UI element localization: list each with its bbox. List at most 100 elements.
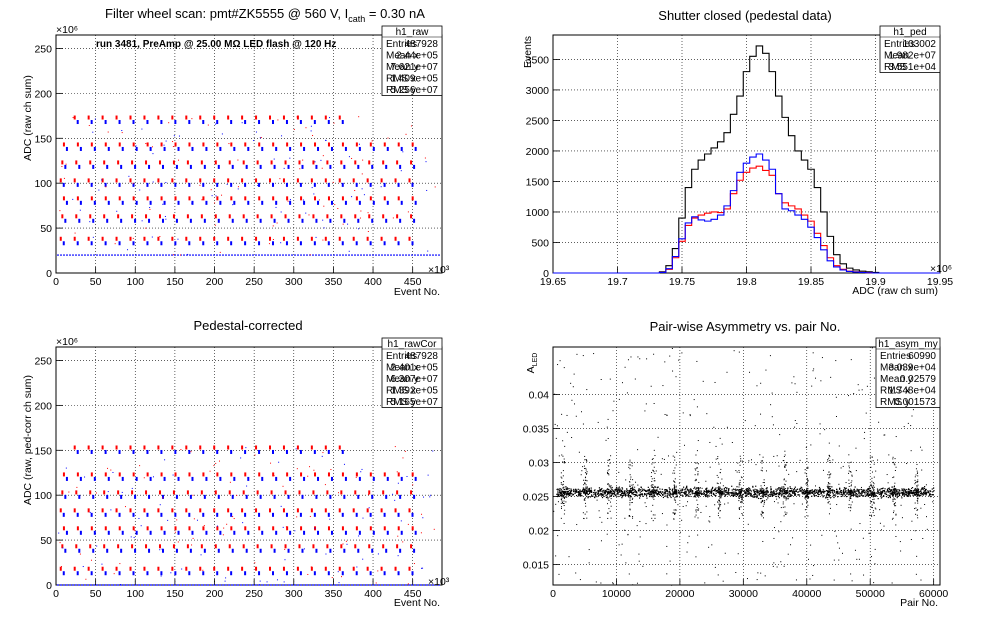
point-blue: [285, 512, 288, 517]
scatter-dot: [361, 188, 363, 190]
band-dot: [906, 492, 908, 494]
outlier-dot: [861, 389, 863, 391]
point-blue: [79, 530, 82, 535]
band-dot: [723, 489, 725, 492]
band-dot: [901, 492, 904, 494]
outlier-dot: [873, 377, 875, 379]
scatter-dot: [358, 143, 360, 145]
band-dot: [759, 492, 761, 495]
scatter-dot: [355, 476, 357, 478]
point-blue: [386, 530, 389, 535]
point-blue: [135, 146, 138, 151]
point-blue: [343, 494, 346, 499]
point-red: [75, 490, 78, 495]
point-red: [73, 115, 76, 120]
band-dot: [782, 490, 784, 493]
scatter-dot: [425, 161, 427, 163]
point-blue: [371, 494, 374, 499]
point-red: [199, 566, 202, 571]
band-dot: [690, 491, 692, 493]
spike-dot: [761, 496, 763, 498]
spike-dot: [585, 479, 587, 481]
spike-dot: [650, 496, 652, 498]
outlier-dot: [901, 517, 903, 519]
band-dot: [586, 486, 588, 488]
band-dot: [591, 495, 593, 497]
outlier-dot: [557, 535, 559, 537]
scatter-dot: [233, 518, 235, 520]
spike-dot: [696, 467, 698, 469]
band-dot: [919, 494, 921, 497]
band-dot: [714, 488, 716, 490]
outlier-dot: [652, 470, 654, 472]
spike-dot: [826, 490, 828, 492]
band-dot: [753, 490, 755, 492]
spike-dot: [585, 494, 587, 496]
band-dot: [869, 497, 871, 499]
spike-dot: [563, 497, 565, 499]
scatter-dot: [176, 519, 178, 521]
band-dot: [731, 489, 733, 491]
point-red: [160, 472, 163, 477]
point-blue: [104, 512, 107, 517]
point-red: [115, 566, 118, 571]
point-red: [188, 142, 191, 147]
band-dot: [921, 493, 923, 495]
band-dot: [880, 491, 882, 493]
band-dot: [624, 494, 626, 496]
spike-dot: [785, 497, 787, 499]
spike-dot: [827, 486, 829, 488]
band-dot: [573, 489, 575, 491]
point-blue: [230, 120, 233, 125]
band-dot: [797, 494, 799, 496]
band-dot: [733, 488, 735, 491]
spike-dot: [607, 492, 609, 494]
x-axis-exponent: ×10⁶: [930, 263, 952, 275]
band-dot: [896, 491, 898, 493]
point-red: [324, 508, 327, 513]
outlier-dot: [770, 404, 772, 406]
point-blue: [341, 512, 344, 517]
band-dot: [773, 492, 775, 494]
band-dot: [861, 494, 863, 496]
band-dot: [783, 489, 785, 491]
spike-dot: [783, 496, 785, 498]
band-dot: [736, 486, 738, 488]
band-dot: [756, 489, 758, 491]
spike-dot: [629, 515, 631, 517]
point-blue: [90, 571, 93, 576]
scatter-dot: [74, 232, 76, 234]
stats-key: Entries: [884, 39, 915, 50]
band-dot: [918, 491, 920, 493]
spike-dot: [629, 464, 631, 466]
band-dot: [770, 491, 772, 493]
outlier-dot: [618, 398, 620, 400]
spike-dot: [783, 489, 785, 491]
point-blue: [76, 512, 79, 517]
scatter-dot: [257, 184, 259, 186]
outlier-dot: [637, 356, 639, 358]
point-blue: [315, 164, 318, 169]
point-red: [340, 544, 343, 549]
spike-dot: [916, 481, 918, 483]
spike-dot: [916, 463, 918, 465]
outlier-dot: [784, 450, 786, 452]
band-dot: [864, 493, 866, 495]
band-dot: [755, 485, 757, 487]
point-red: [382, 214, 385, 219]
scatter-dot: [191, 118, 193, 120]
spike-dot: [738, 469, 740, 471]
spike-dot: [740, 487, 742, 489]
point-red: [131, 544, 134, 549]
band-dot: [625, 494, 627, 497]
band-dot: [813, 493, 815, 495]
band-dot: [889, 495, 891, 497]
spike-dot: [804, 493, 806, 495]
point-red: [185, 236, 188, 241]
scatter-dot: [131, 487, 133, 489]
outlier-dot: [871, 347, 873, 349]
scatter-dot: [139, 189, 141, 191]
band-dot: [561, 490, 564, 492]
band-dot: [898, 489, 901, 491]
band-dot: [574, 489, 577, 491]
